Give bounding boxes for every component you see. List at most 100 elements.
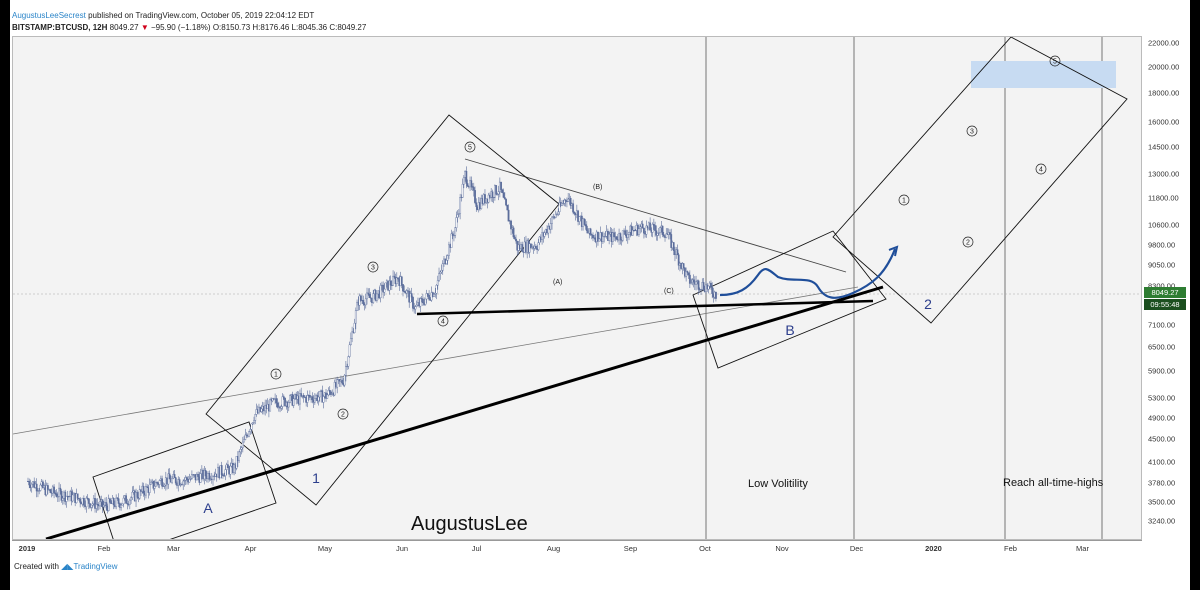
price-axis-label: 9050.00 <box>1148 260 1176 270</box>
candle-body <box>702 282 705 290</box>
candle-body <box>690 282 692 284</box>
candle-body <box>562 202 565 204</box>
price-axis[interactable]: 22000.00 20000.00 18000.00 16000.00 14500.00… <box>1142 36 1188 540</box>
candle-body <box>116 497 119 499</box>
candle-body <box>534 245 537 249</box>
candle-body <box>619 233 622 240</box>
candle-body <box>604 236 607 238</box>
candle-body <box>631 229 634 236</box>
candle-body <box>186 477 188 480</box>
price-axis-label: 14500.00 <box>1148 142 1180 152</box>
candle-body <box>76 493 79 499</box>
candle-body <box>661 225 664 235</box>
candle-body <box>613 232 616 238</box>
candle-body <box>655 230 658 236</box>
candle-body <box>49 489 52 493</box>
candle-body <box>434 293 437 295</box>
candle-body <box>496 193 499 195</box>
price-axis-label: 5900.00 <box>1148 366 1176 376</box>
candle-body <box>487 194 490 203</box>
candle-body <box>244 434 247 440</box>
candle-body <box>554 214 557 218</box>
candle-body <box>507 209 510 222</box>
candle-body <box>585 225 588 231</box>
candle-body <box>269 399 272 412</box>
candle-body <box>626 234 629 238</box>
candle-body <box>426 293 429 296</box>
time-axis-label: Jul <box>471 544 482 553</box>
candle-body <box>448 244 450 256</box>
time-axis-label: Apr <box>244 544 257 553</box>
candle-body <box>55 493 58 497</box>
candle-body <box>328 390 331 393</box>
candle-body <box>121 503 124 506</box>
wave-circle-2 <box>337 408 349 420</box>
chart-plot-area[interactable]: 1 2 3 4 5 1 2 3 4 5 (B) (A) (C) A 1 B 2 … <box>12 36 1142 558</box>
candle-body <box>162 485 165 487</box>
candle-body <box>336 379 339 388</box>
candle-body <box>700 289 702 291</box>
candle-body <box>168 473 171 480</box>
price-axis-label: 3240.00 <box>1148 516 1176 526</box>
author-watermark: AugustusLee <box>411 513 528 535</box>
candle-body <box>153 486 156 489</box>
candle-body <box>465 171 468 184</box>
candle-body <box>578 216 581 222</box>
candle-body <box>122 497 125 505</box>
candle-body <box>204 470 207 477</box>
candle-body <box>326 394 329 399</box>
candle-body <box>227 464 229 468</box>
time-axis[interactable]: 2019 Feb Mar Apr May Jun Jul Aug Sep Oct Nov Dec 202… <box>12 540 1142 556</box>
created-with-text: Created with <box>14 562 59 571</box>
wave-count-circles <box>270 55 1061 420</box>
candle-body <box>212 476 214 480</box>
candle-body <box>670 234 673 248</box>
candle-body <box>243 439 245 443</box>
candle-body <box>497 191 500 195</box>
price-axis-label: 3500.00 <box>1148 497 1176 507</box>
candle-body <box>557 211 560 215</box>
candle-body <box>583 218 586 225</box>
candle-body <box>567 198 570 202</box>
tradingview-link[interactable]: TradingView <box>73 562 118 571</box>
candle-body <box>654 225 656 231</box>
candle-body <box>300 393 303 397</box>
price-axis-label: 11800.00 <box>1148 193 1179 203</box>
candle-body <box>453 235 455 237</box>
candle-body <box>146 486 149 488</box>
wave-count-2b: 2 <box>966 240 970 247</box>
candle-body <box>433 294 435 297</box>
candle-body <box>96 503 99 506</box>
candle-body <box>414 306 417 310</box>
author-link[interactable]: AugustusLeeSecrest <box>12 11 86 20</box>
candle-body <box>292 398 295 406</box>
symbol-label[interactable]: BITSTAMP:BTCUSD, 12H <box>12 23 108 32</box>
candle-body <box>313 398 316 403</box>
candle-body <box>356 301 358 311</box>
candle-body <box>415 304 418 307</box>
candle-body <box>400 276 403 285</box>
candle-body <box>665 233 668 238</box>
candle-body <box>450 233 453 248</box>
candle-body <box>407 290 409 292</box>
candle-body <box>102 504 105 507</box>
candle-body <box>425 293 428 300</box>
candle-body <box>91 503 94 506</box>
all-time-high-text: Reach all-time-highs <box>1003 477 1104 489</box>
candle-body <box>276 402 279 408</box>
candle-body <box>649 222 652 231</box>
candle-body <box>155 482 157 487</box>
candle-body <box>643 227 645 234</box>
candle-body <box>229 465 232 475</box>
candle-body <box>389 280 392 286</box>
descending-resistance-line <box>464 158 847 273</box>
candle-body <box>347 356 350 367</box>
candle-body <box>592 234 594 239</box>
candle-body <box>240 447 243 450</box>
candle-body <box>317 396 320 402</box>
candle-body <box>150 481 152 485</box>
candle-body <box>354 310 357 324</box>
time-axis-label: Mar <box>167 544 180 553</box>
candle-body <box>42 481 44 488</box>
candle-body <box>502 192 505 198</box>
